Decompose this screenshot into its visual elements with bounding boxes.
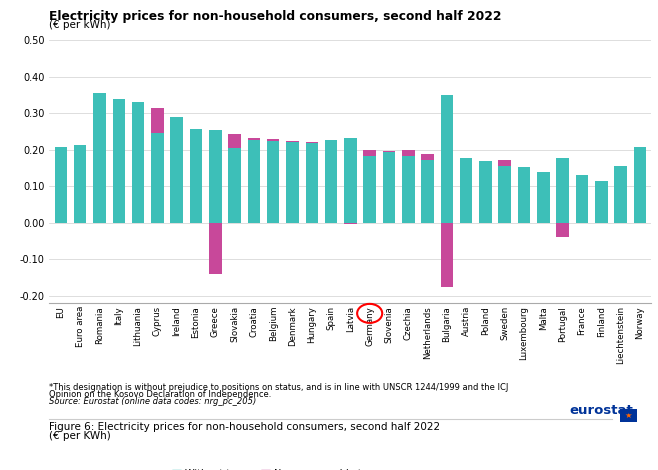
- Bar: [383, 152, 395, 223]
- Bar: [151, 133, 164, 223]
- Text: (€ per KWh): (€ per KWh): [49, 431, 111, 441]
- Bar: [132, 102, 144, 223]
- Bar: [344, 138, 357, 223]
- Bar: [363, 150, 376, 156]
- Bar: [151, 108, 164, 133]
- Text: eurostat: eurostat: [569, 404, 633, 417]
- Bar: [557, 158, 569, 223]
- Legend: Without taxes, Non-recoverable taxes: Without taxes, Non-recoverable taxes: [168, 465, 389, 470]
- Bar: [441, 223, 453, 287]
- Text: Figure 6: Electricity prices for non-household consumers, second half 2022: Figure 6: Electricity prices for non-hou…: [49, 422, 440, 431]
- Text: Opinion on the Kosovo Declaration of Independence.: Opinion on the Kosovo Declaration of Ind…: [49, 390, 272, 399]
- Bar: [93, 93, 106, 223]
- Bar: [557, 223, 569, 237]
- Bar: [421, 160, 434, 223]
- Bar: [305, 142, 318, 143]
- Bar: [74, 145, 86, 223]
- Bar: [247, 140, 260, 223]
- Bar: [325, 140, 338, 223]
- Bar: [209, 223, 222, 274]
- Bar: [499, 160, 511, 166]
- Bar: [402, 156, 415, 223]
- Bar: [209, 130, 222, 223]
- Bar: [267, 141, 280, 223]
- Bar: [363, 156, 376, 223]
- Bar: [55, 147, 67, 223]
- Bar: [286, 142, 299, 223]
- Bar: [383, 151, 395, 152]
- Bar: [247, 138, 260, 140]
- Bar: [113, 99, 125, 223]
- Text: (€ per kWh): (€ per kWh): [49, 20, 111, 30]
- Text: Source: Eurostat (online data codes: nrg_pc_205): Source: Eurostat (online data codes: nrg…: [49, 397, 257, 406]
- Bar: [518, 167, 530, 223]
- Bar: [460, 158, 472, 223]
- Text: ★: ★: [624, 411, 632, 420]
- Bar: [344, 223, 357, 224]
- Bar: [421, 154, 434, 160]
- Bar: [190, 129, 202, 223]
- Bar: [170, 117, 183, 223]
- Bar: [228, 149, 241, 223]
- Bar: [305, 143, 318, 223]
- Bar: [479, 161, 492, 223]
- Text: Electricity prices for non-household consumers, second half 2022: Electricity prices for non-household con…: [49, 10, 502, 24]
- Bar: [537, 172, 549, 223]
- Bar: [634, 147, 646, 223]
- Bar: [499, 166, 511, 223]
- Bar: [441, 95, 453, 223]
- Bar: [615, 166, 627, 223]
- Bar: [576, 175, 588, 223]
- Bar: [267, 139, 280, 141]
- Text: *This designation is without prejudice to positions on status, and is in line wi: *This designation is without prejudice t…: [49, 383, 509, 392]
- Bar: [286, 141, 299, 142]
- Bar: [595, 181, 607, 223]
- Bar: [228, 134, 241, 149]
- Bar: [402, 150, 415, 156]
